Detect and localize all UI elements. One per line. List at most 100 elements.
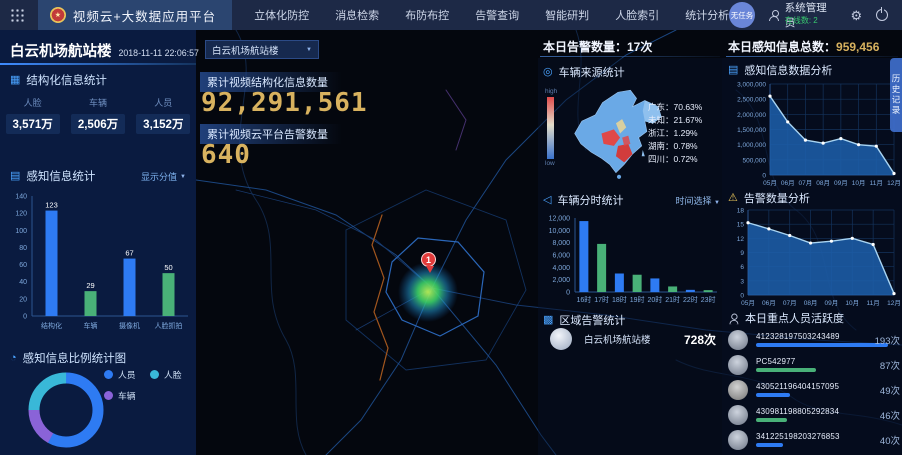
person-icon bbox=[728, 313, 739, 324]
left-sidebar: 白云机场航站楼 2018-11-11 22:06:57 ▦ 结构化信息统计 人脸… bbox=[0, 30, 199, 455]
perception-section-title: ▤ 感知信息统计 bbox=[10, 169, 96, 183]
main-nav: 立体化防控 消息检索 布防布控 告警查询 智能研判 人脸索引 统计分析 bbox=[254, 7, 729, 23]
power-icon[interactable] bbox=[876, 7, 889, 21]
svg-text:20时: 20时 bbox=[647, 295, 662, 304]
time-select-dropdown[interactable]: 时间选择 ▼ bbox=[675, 196, 720, 206]
display-mode-dropdown[interactable]: 显示分值 ▼ bbox=[141, 172, 186, 182]
legend-row: 未知：21.67% bbox=[648, 115, 703, 125]
svg-text:16时: 16时 bbox=[576, 295, 591, 304]
structured-stats: 人脸 3,571万 车辆 2,506万 人员 3,152万 bbox=[0, 96, 196, 134]
scale-low-label: low bbox=[545, 160, 555, 167]
stat-face: 人脸 3,571万 bbox=[5, 96, 60, 134]
nav-item-message-search[interactable]: 消息检索 bbox=[335, 10, 380, 22]
svg-text:车辆: 车辆 bbox=[84, 321, 98, 330]
user-icon bbox=[769, 9, 780, 21]
svg-text:100: 100 bbox=[15, 228, 27, 235]
nav-item-intelligent-analysis[interactable]: 智能研判 bbox=[545, 10, 590, 22]
svg-text:0: 0 bbox=[740, 293, 744, 300]
history-records-tab[interactable]: 历史记录 bbox=[890, 58, 902, 132]
today-info-header: 本日感知信息总数：959,456 bbox=[728, 40, 880, 54]
legend-person: 人员 bbox=[104, 368, 150, 381]
avatar bbox=[728, 429, 748, 450]
vehicle-hours-title: ◁ 车辆分时统计 bbox=[543, 193, 624, 207]
svg-text:12月: 12月 bbox=[887, 299, 900, 307]
nav-item-face-index[interactable]: 人脸索引 bbox=[615, 10, 660, 22]
region-name: 白云机场航站楼 bbox=[584, 335, 651, 346]
warning-icon: ⚠ bbox=[728, 191, 738, 204]
svg-text:07月: 07月 bbox=[799, 179, 813, 187]
svg-text:40: 40 bbox=[19, 279, 27, 286]
svg-text:18: 18 bbox=[737, 208, 745, 215]
svg-text:1,500,000: 1,500,000 bbox=[737, 127, 766, 134]
svg-text:05月: 05月 bbox=[741, 299, 755, 307]
person-row[interactable]: 412328197503243489 193次 bbox=[728, 327, 900, 352]
svg-text:结构化: 结构化 bbox=[41, 321, 62, 330]
svg-text:20: 20 bbox=[19, 296, 27, 303]
stat-person: 人员 3,152万 bbox=[136, 96, 191, 134]
app-title: 视频云+大数据应用平台 bbox=[72, 9, 217, 24]
person-row[interactable]: 430981198805292834 46次 bbox=[728, 402, 900, 427]
svg-text:18时: 18时 bbox=[612, 295, 627, 304]
svg-text:80: 80 bbox=[19, 245, 27, 252]
choropleth-scale bbox=[547, 97, 554, 159]
svg-text:05月: 05月 bbox=[763, 179, 777, 187]
nav-item-statistics[interactable]: 统计分析 bbox=[685, 10, 730, 22]
heatmap-blob bbox=[398, 262, 458, 322]
map-alarm-pin[interactable]: 1 bbox=[421, 252, 436, 273]
svg-text:0: 0 bbox=[23, 314, 27, 321]
nav-item-stereo-control[interactable]: 立体化防控 bbox=[254, 10, 310, 22]
svg-text:0: 0 bbox=[762, 173, 766, 180]
svg-text:12: 12 bbox=[737, 236, 745, 243]
svg-text:3: 3 bbox=[740, 278, 744, 285]
top-navigation-bar: ★ 视频云+大数据应用平台 立体化防控 消息检索 布防布控 告警查询 智能研判 … bbox=[0, 0, 902, 30]
apps-grid-icon[interactable] bbox=[10, 8, 24, 22]
svg-text:6,000: 6,000 bbox=[552, 253, 570, 260]
station-title: 白云机场航站楼 bbox=[10, 44, 112, 60]
cumulative-alarm-label: 累计视频云平台告警数量 bbox=[200, 124, 342, 144]
avatar bbox=[728, 329, 748, 350]
svg-text:19时: 19时 bbox=[630, 295, 645, 304]
svg-text:3,000,000: 3,000,000 bbox=[737, 82, 766, 89]
user-menu[interactable]: 系统管理员 在线数: 2 bbox=[769, 0, 837, 30]
svg-text:06月: 06月 bbox=[762, 299, 776, 307]
chevron-down-icon: ▼ bbox=[180, 173, 186, 180]
online-status: 在线数: 2 bbox=[784, 16, 818, 25]
avatar bbox=[728, 379, 748, 400]
stat-vehicle: 车辆 2,506万 bbox=[70, 96, 125, 134]
legend-vehicle: 车辆 bbox=[104, 389, 150, 402]
legend-row: 浙江：1.29% bbox=[648, 128, 698, 138]
key-persons-list: 412328197503243489 193次 PC542977 87次 430… bbox=[728, 327, 900, 452]
person-row[interactable]: 341225198203276853 40次 bbox=[728, 427, 900, 452]
map-area-selector[interactable]: 白云机场航站楼 ▼ bbox=[205, 40, 319, 59]
person-row[interactable]: 430521196404157095 49次 bbox=[728, 377, 900, 402]
svg-text:0: 0 bbox=[566, 290, 570, 297]
task-badge[interactable]: 无任务 bbox=[729, 2, 755, 28]
svg-text:21时: 21时 bbox=[665, 295, 680, 304]
svg-text:08月: 08月 bbox=[816, 179, 830, 187]
svg-text:10,000: 10,000 bbox=[549, 228, 571, 235]
cumulative-structured-label: 累计视频结构化信息数量 bbox=[200, 72, 342, 92]
divider bbox=[726, 56, 898, 57]
svg-text:11月: 11月 bbox=[867, 299, 880, 307]
today-alarm-header: 本日告警数量：17次 bbox=[543, 40, 653, 54]
avatar bbox=[728, 354, 748, 375]
svg-text:09月: 09月 bbox=[825, 299, 839, 307]
datetime: 2018-11-11 22:06:57 bbox=[118, 48, 199, 58]
alarm-analysis-title: ⚠ 告警数量分析 bbox=[728, 191, 810, 205]
share-icon: ◁ bbox=[543, 193, 552, 206]
person-row[interactable]: PC542977 87次 bbox=[728, 352, 900, 377]
svg-text:06月: 06月 bbox=[781, 179, 795, 187]
user-name: 系统管理员 bbox=[784, 2, 827, 29]
svg-text:67: 67 bbox=[125, 249, 133, 258]
nav-item-alarm-query[interactable]: 告警查询 bbox=[475, 10, 520, 22]
settings-gear-icon[interactable]: ⚙ bbox=[850, 7, 863, 23]
svg-text:2,000,000: 2,000,000 bbox=[737, 112, 766, 119]
svg-text:2,000: 2,000 bbox=[552, 277, 570, 284]
svg-text:人脸抓拍: 人脸抓拍 bbox=[155, 321, 183, 330]
region-alarm-row[interactable]: 白云机场航站楼 728次 bbox=[550, 326, 716, 352]
svg-text:500,000: 500,000 bbox=[743, 157, 767, 164]
nav-item-deploy-control[interactable]: 布防布控 bbox=[405, 10, 450, 22]
svg-text:60: 60 bbox=[19, 262, 27, 269]
